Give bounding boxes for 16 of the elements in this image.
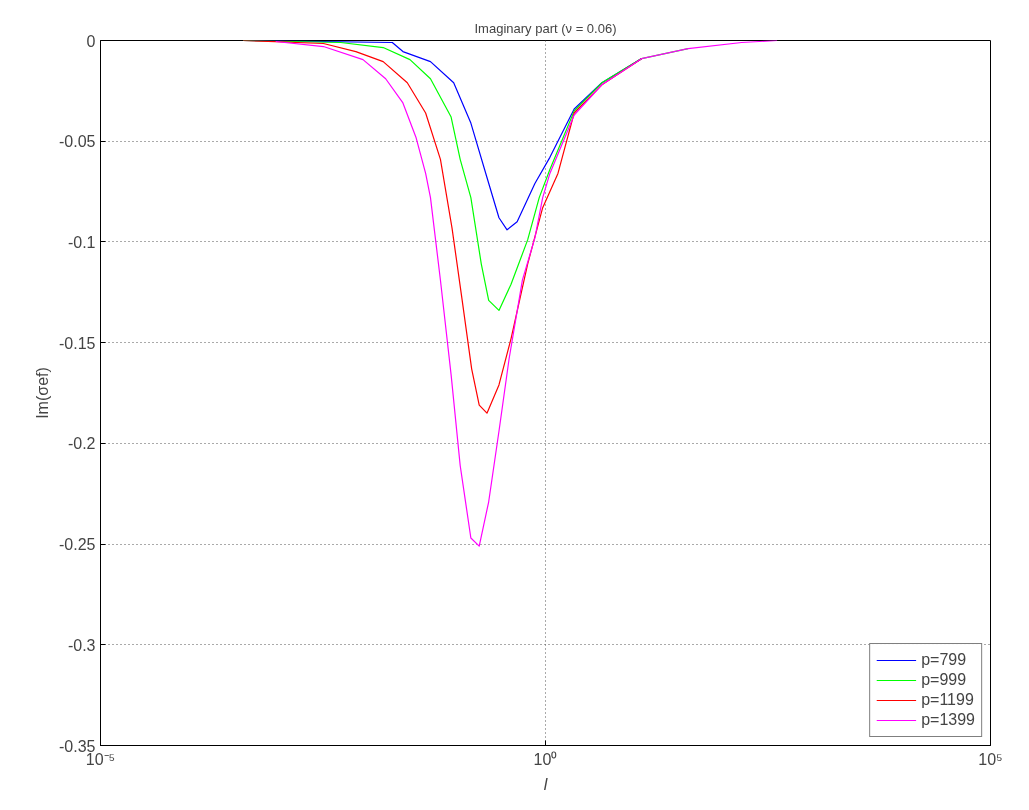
chart-title: Imaginary part (ν = 0.06) — [474, 20, 617, 36]
legend-label: p=1199 — [921, 691, 974, 709]
y-tick-label: -0.25 — [59, 536, 96, 554]
y-tick-label: -0.15 — [59, 334, 96, 352]
y-tick-label: -0.05 — [59, 133, 96, 151]
legend-label: p=999 — [921, 671, 967, 689]
y-tick-label: -0.3 — [67, 636, 96, 654]
legend-label: p=1399 — [921, 711, 975, 729]
y-tick-label: -0.2 — [67, 435, 96, 453]
x-axis-title: l — [543, 775, 548, 793]
y-tick-label: 0 — [86, 32, 96, 50]
y-tick-label: -0.1 — [67, 233, 96, 251]
x-tick-label: 10⁵ — [978, 750, 1003, 768]
x-tick-label: 10⁰ — [533, 750, 558, 768]
legend-label: p=799 — [921, 651, 967, 669]
y-axis-title: Im(σef) — [34, 367, 52, 419]
